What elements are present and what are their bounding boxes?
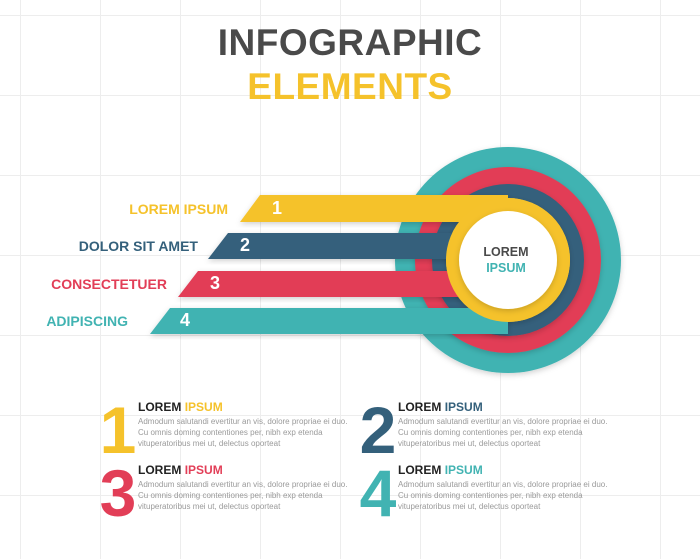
card-body: Admodum salutandi evertitur an vis, dolo… [398,480,608,511]
band-4 [150,308,508,334]
card-number: 4 [359,456,397,530]
step-label-4: ADIPISCING [46,313,128,329]
center-word-1: LOREM [483,245,529,259]
card-4: 4 LOREM IPSUM Admodum salutandi evertitu… [356,456,616,543]
band-1 [240,195,508,222]
card-3: 3 LOREM IPSUM Admodum salutandi evertitu… [96,456,356,543]
card-heading-a: LOREM [398,400,442,414]
card-heading-b: IPSUM [444,463,483,477]
card-body: Admodum salutandi evertitur an vis, dolo… [138,480,348,511]
title-line-2: ELEMENTS [247,66,453,107]
band-number-1: 1 [272,198,283,218]
card-heading-b: IPSUM [444,400,483,414]
band-2 [208,233,508,259]
card-heading-a: LOREM [398,463,442,477]
card-heading-b: IPSUM [184,400,223,414]
card-heading: LOREM IPSUM [398,463,483,477]
band-number-3: 3 [210,273,221,293]
card-body: Admodum salutandi evertitur an vis, dolo… [398,417,608,448]
card-2: 2 LOREM IPSUM Admodum salutandi evertitu… [356,393,616,480]
step-label-2: DOLOR SIT AMET [78,238,198,254]
card-heading-b: IPSUM [184,463,223,477]
band-number-4: 4 [180,310,191,330]
center-word-2: IPSUM [486,261,526,275]
card-number: 2 [359,393,397,467]
step-label-3: CONSECTETUER [51,276,167,292]
card-heading-a: LOREM [138,400,182,414]
card-heading: LOREM IPSUM [138,400,223,414]
card-heading-a: LOREM [138,463,182,477]
card-number: 3 [99,456,137,530]
center-disc [459,211,557,309]
band-number-2: 2 [240,235,251,255]
card-heading: LOREM IPSUM [398,400,483,414]
band-3 [178,271,508,297]
card-number: 1 [99,393,137,467]
step-label-1: LOREM IPSUM [129,201,228,217]
card-1: 1 LOREM IPSUM Admodum salutandi evertitu… [96,393,356,480]
title-line-1: INFOGRAPHIC [217,22,483,63]
card-body: Admodum salutandi evertitur an vis, dolo… [138,417,348,448]
card-heading: LOREM IPSUM [138,463,223,477]
